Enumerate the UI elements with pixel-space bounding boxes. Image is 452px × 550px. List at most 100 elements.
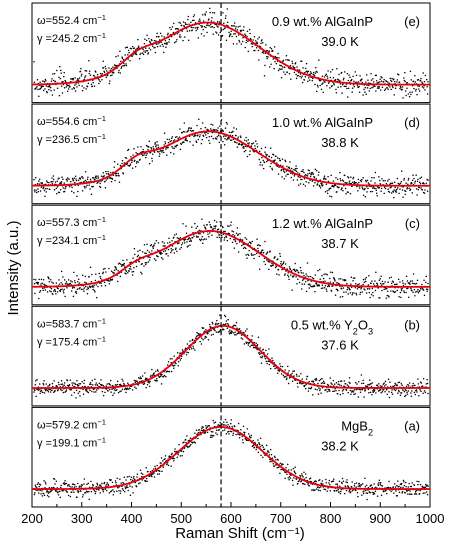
data-point	[195, 335, 198, 337]
data-point	[244, 34, 247, 37]
data-point	[143, 50, 145, 52]
data-point	[74, 90, 77, 92]
data-point	[85, 389, 88, 392]
data-point	[335, 176, 337, 179]
data-point	[181, 455, 183, 457]
data-point	[276, 57, 278, 59]
data-point	[422, 377, 425, 380]
data-point	[304, 185, 307, 187]
data-point	[248, 142, 250, 144]
data-point	[165, 148, 167, 150]
data-point	[365, 489, 367, 492]
data-point	[360, 484, 363, 486]
data-point	[102, 66, 105, 69]
data-point	[224, 230, 226, 233]
data-point	[339, 492, 342, 495]
data-point	[244, 246, 246, 249]
data-point	[370, 385, 373, 388]
data-point	[372, 492, 375, 494]
data-point	[74, 385, 76, 388]
data-point	[149, 470, 152, 473]
data-point	[394, 389, 397, 392]
data-point	[141, 52, 144, 54]
data-point	[392, 86, 394, 89]
data-point	[83, 180, 85, 183]
panel-letter: (c)	[405, 216, 420, 231]
data-point	[426, 382, 429, 385]
data-point	[370, 293, 373, 296]
data-point	[394, 290, 397, 293]
data-point	[213, 225, 215, 227]
data-point	[303, 171, 305, 174]
data-point	[351, 292, 354, 294]
data-point	[121, 57, 124, 60]
data-point	[190, 127, 193, 129]
data-point	[162, 51, 165, 54]
data-point	[338, 480, 341, 482]
data-point	[276, 258, 279, 260]
data-point	[177, 28, 179, 30]
data-point	[37, 489, 39, 492]
data-point	[92, 484, 94, 487]
data-point	[237, 233, 239, 236]
data-point	[210, 123, 212, 126]
data-point	[305, 181, 307, 183]
data-point	[393, 94, 396, 96]
data-point	[333, 185, 335, 187]
data-point	[400, 392, 403, 394]
data-point	[308, 484, 310, 487]
data-point	[45, 180, 48, 182]
data-point	[236, 327, 238, 329]
data-point	[333, 385, 335, 387]
data-point	[233, 324, 236, 327]
data-point	[304, 173, 307, 176]
data-point	[300, 480, 303, 482]
data-point	[288, 167, 291, 169]
data-point	[105, 170, 107, 173]
data-point	[56, 186, 59, 188]
data-point	[280, 468, 282, 471]
data-point	[168, 237, 170, 240]
data-point	[84, 281, 86, 283]
data-point	[50, 290, 52, 293]
data-point	[200, 24, 202, 27]
data-point	[237, 251, 240, 253]
data-point	[340, 71, 343, 74]
data-point	[161, 241, 164, 243]
data-point	[339, 485, 341, 487]
data-point	[361, 186, 364, 188]
data-point	[419, 483, 422, 486]
data-point	[297, 278, 299, 280]
data-point	[161, 151, 163, 153]
data-point	[360, 180, 363, 183]
data-point	[388, 178, 390, 181]
data-point	[186, 241, 188, 243]
data-point	[325, 273, 327, 275]
data-point	[47, 390, 50, 393]
data-point	[352, 277, 355, 279]
data-point	[373, 177, 375, 179]
data-point	[181, 242, 184, 244]
temperature-label: 37.6 K	[321, 337, 359, 352]
data-point	[293, 71, 296, 74]
data-point	[108, 267, 110, 270]
data-point	[137, 254, 140, 257]
data-point	[226, 138, 228, 141]
data-point	[288, 478, 290, 481]
data-point	[315, 377, 317, 380]
data-point	[386, 290, 389, 292]
data-point	[38, 178, 41, 180]
data-point	[178, 36, 181, 38]
data-point	[65, 281, 68, 283]
x-tick-label: 800	[320, 511, 342, 526]
data-point	[382, 383, 385, 385]
data-point	[103, 281, 106, 284]
data-point	[328, 479, 331, 482]
data-point	[311, 394, 314, 396]
data-point	[340, 490, 342, 493]
data-point	[184, 21, 186, 24]
data-point	[301, 378, 303, 380]
data-point	[388, 191, 391, 193]
data-point	[86, 184, 88, 186]
data-point	[102, 60, 104, 63]
